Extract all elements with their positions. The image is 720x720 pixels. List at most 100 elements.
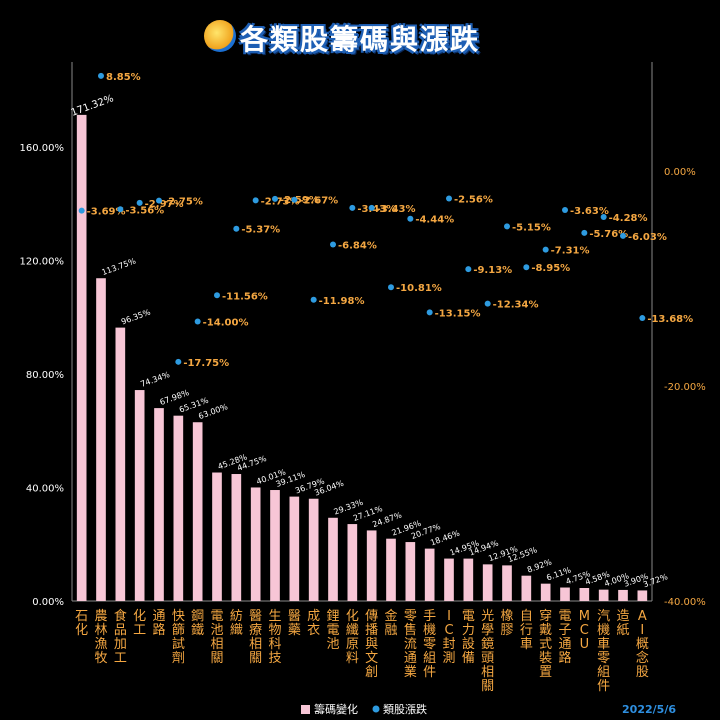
bar [405,542,416,601]
dot [620,232,626,239]
dot [388,284,394,291]
category-label: 醫療相關 [249,609,262,666]
dot-series: -3.69% 8.85% -3.56%-2.97%-2.75% -17.75% -14.… [78,72,693,369]
dot [523,264,530,271]
category-char: 行 [520,623,533,638]
bar [231,474,242,601]
dot-value-label: -2.97% [145,199,184,210]
category-char: 化 [346,609,359,624]
category-char: 念 [636,650,649,666]
dot-value-label: -13.15% [435,308,481,319]
category-char: 自 [520,609,533,624]
category-label: 金融 [384,608,397,638]
category-label: 穿戴式裝置 [539,608,552,680]
category-char: 學 [481,623,494,638]
category-char: 手 [423,609,436,624]
right-tick-label: -20.00% [664,382,706,393]
category-char: 池 [326,637,339,652]
category-char: C [444,623,453,638]
category-char: 織 [230,623,243,638]
dot-value-label: -2.75% [164,197,203,208]
category-char: 原 [346,637,359,652]
category-char: 池 [210,623,223,638]
category-char: 業 [404,664,417,680]
category-char: 零 [597,651,610,666]
category-char: 成 [307,609,320,624]
dot [426,309,433,316]
bar [96,278,106,601]
dot [504,223,510,230]
legend-bar-swatch [301,705,310,714]
dot [349,204,356,211]
category-char: 快 [172,609,185,624]
dot [581,229,588,236]
category-char: 電 [558,609,571,624]
legend: 籌碼變化 類股漲跌 [301,702,427,716]
category-char: 造 [616,609,629,624]
category-char: 相 [210,637,223,652]
category-char: 機 [597,623,610,638]
category-label: 傳播與文創 [365,609,378,680]
category-label: 鋰電池 [326,609,339,652]
category-char: 穿 [539,608,552,624]
category-char: 加 [114,637,127,652]
dot-value-label: -11.98% [319,296,365,307]
bar [212,472,222,601]
category-label: 自行車 [520,609,533,652]
category-label: 光學鏡頭相關 [481,609,494,694]
bar [444,558,454,601]
category-char: 金 [384,608,397,624]
left-tick-label: 160.00% [20,143,65,154]
dot-value-label: -2.73% [261,196,300,207]
category-char: 品 [114,623,127,638]
dot-value-label: -17.75% [183,358,229,369]
category-char: 鋼 [191,609,204,624]
left-tick-label: 0.00% [32,597,64,608]
dot-value-label: -2.59% [280,195,319,206]
dot-value-label: -6.84% [338,241,377,252]
category-char: 零 [423,637,436,652]
category-char: 通 [404,651,417,666]
category-char: A [638,609,647,624]
dot-value-label: -3.63% [570,206,609,217]
dot [368,204,375,211]
bar-value-label: 113.75% [101,256,138,277]
bar [192,422,203,601]
dot [600,214,607,221]
category-char: C [580,623,589,638]
dot [136,199,143,206]
dot-value-label: -4.44% [415,215,454,226]
category-label: 生物科技 [268,609,281,666]
category-char: 通 [558,637,571,652]
dot-value-label: -11.56% [222,291,268,302]
category-char: M [579,609,590,624]
category-char: 纖 [346,623,359,638]
category-char: 力 [462,623,475,638]
category-char: 物 [268,623,281,638]
category-char: 零 [404,609,417,624]
bar [521,575,532,601]
bar [637,590,648,601]
dot-value-label: -5.37% [241,225,280,236]
category-label: A I 概念股 [636,609,649,680]
dot-value-label: -3.43% [357,204,396,215]
right-y-axis: -40.00% -20.00% 0.00% [651,62,706,608]
bar [366,530,377,601]
bar [250,487,261,601]
category-label: 零售流通業 [404,609,417,680]
category-char: 醫 [288,609,301,624]
category-char: 路 [558,650,571,666]
dot-value-label: -3.43% [377,204,416,215]
legend-dot-label: 類股漲跌 [383,702,427,716]
chart-title: 各類股籌碼與漲跌 [239,23,480,56]
dot-value-label: -5.15% [512,222,551,233]
category-char: 汽 [597,609,610,624]
category-label: 通路 [152,609,165,638]
bar [424,548,435,601]
category-label: 造紙 [616,609,629,638]
category-char: 試 [172,636,185,652]
category-char: 篩 [172,623,185,638]
dot-value-label: -7.31% [551,246,590,257]
category-char: 料 [346,651,359,666]
category-char: 傳 [365,609,378,624]
